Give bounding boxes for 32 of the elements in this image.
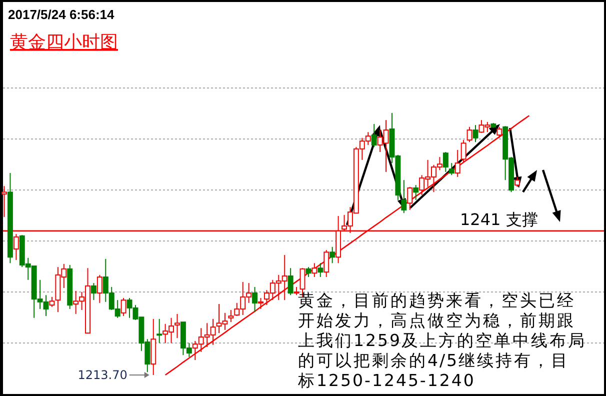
candlestick [306, 266, 312, 278]
candlestick [318, 262, 324, 278]
candlestick [312, 262, 318, 278]
ref-line-label: 1241 支撑 [460, 210, 538, 229]
candlestick [407, 186, 413, 210]
candlestick [448, 162, 454, 176]
candlestick [174, 313, 180, 339]
candlestick [156, 318, 162, 344]
candlestick [330, 246, 336, 264]
candlestick [90, 282, 96, 301]
candlestick [413, 184, 419, 200]
annotation: 1213.70 [78, 368, 128, 382]
candlestick [120, 297, 126, 317]
candlestick [324, 250, 330, 278]
candlestick [466, 126, 472, 143]
candlestick [258, 297, 264, 310]
candlestick [13, 234, 19, 260]
annotation: 黄金，目前的趋势来看，空头已经开始发力，高点做空为稳，前期跟上我们1259及上方的空单中线布局的可以把剩余的4/5继续持有，目标1250-1245-1240 [297, 291, 586, 390]
chart-subtitle: 2017/5/24 6:56:14 [8, 7, 116, 22]
chart-title: 黄金四小时图 [10, 32, 118, 53]
candlestick [96, 274, 102, 304]
candlestick [514, 176, 520, 188]
candlestick [472, 124, 478, 143]
candlestick [252, 286, 258, 313]
candlestick [442, 152, 448, 172]
candlestick [454, 149, 460, 178]
candlestick [371, 124, 377, 148]
candlestick [460, 139, 466, 162]
candlestick [496, 126, 502, 138]
candlestick [49, 296, 55, 308]
candlestick [228, 310, 234, 323]
candlestick [288, 268, 294, 296]
